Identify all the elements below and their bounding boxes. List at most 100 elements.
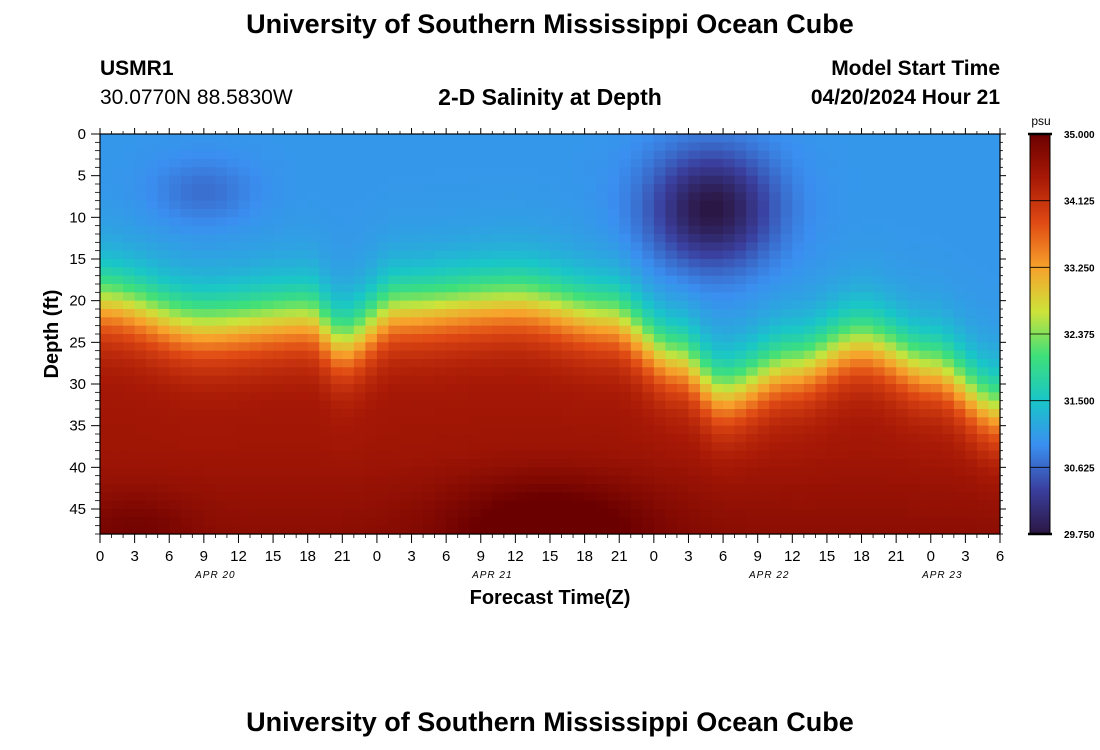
heatmap-cell [250,359,263,368]
heatmap-cell [965,242,978,252]
heatmap-cell [400,175,413,185]
heatmap-cell [711,259,724,268]
heatmap-cell [665,484,678,493]
heatmap-cell [307,359,320,368]
heatmap-cell [965,275,978,285]
heatmap-cell [919,425,932,435]
heatmap-cell [400,192,413,202]
heatmap-cell [353,300,366,310]
heatmap-cell [780,300,793,310]
heatmap-cell [896,467,909,477]
heatmap-cell [792,350,805,360]
heatmap-cell [134,450,147,460]
heatmap-cell [400,384,413,393]
heatmap-cell [792,375,805,385]
heatmap-cell [457,267,470,277]
heatmap-cell [815,234,828,243]
heatmap-cell [169,200,182,210]
heatmap-cell [676,242,690,252]
heatmap-cell [607,417,620,427]
heatmap-cell [642,175,655,185]
heatmap-cell [100,234,113,243]
heatmap-cell [411,192,424,202]
heatmap-cell [850,417,863,427]
heatmap-cell [573,359,586,368]
heatmap-cell [676,475,690,485]
heatmap-cell [584,375,597,385]
heatmap-cell [538,384,551,393]
heatmap-cell [446,434,459,443]
heatmap-cell [965,500,978,510]
colorbar: psu 35.00034.12533.25032.37531.50030.625… [1028,114,1095,541]
heatmap-cell [550,475,563,485]
heatmap-cell [942,150,955,160]
heatmap-cell [388,225,401,235]
heatmap-cell [284,359,297,368]
heatmap-cell [746,317,759,327]
heatmap-cell [988,367,1001,377]
heatmap-cell [457,284,470,293]
heatmap-cell [780,384,793,393]
heatmap-cell [123,375,136,385]
heatmap-cell [919,159,932,168]
heatmap-cell [676,434,690,443]
heatmap-cell [330,342,343,352]
heatmap-cell [342,225,355,235]
heatmap-cell [907,292,920,302]
heatmap-cell [423,325,436,335]
heatmap-cell [157,475,170,485]
heatmap-cell [861,450,874,460]
heatmap-cell [896,192,909,202]
heatmap-cell [838,434,851,443]
heatmap-cell [884,225,897,235]
heatmap-cell [573,200,586,210]
heatmap-cell [411,209,424,218]
heatmap-cell [896,475,909,485]
heatmap-cell [515,175,528,185]
heatmap-cell [457,142,470,152]
heatmap-cell [434,475,447,485]
heatmap-cell [988,484,1001,493]
heatmap-cell [930,525,943,535]
heatmap-cell [815,167,828,177]
heatmap-cell [423,167,436,177]
heatmap-cell [907,159,920,168]
heatmap-cell [942,442,955,452]
heatmap-cell [446,417,459,427]
heatmap-cell [711,450,724,460]
heatmap-cell [711,484,724,493]
heatmap-cell [815,350,828,360]
heatmap-cell [700,284,713,293]
heatmap-cell [619,525,632,535]
heatmap-cell [861,150,874,160]
heatmap-cell [469,359,482,368]
heatmap-cell [803,267,816,277]
heatmap-cell [538,342,551,352]
heatmap-cell [400,317,413,327]
heatmap-cell [492,525,505,535]
heatmap-cell [584,417,597,427]
heatmap-cell [180,484,193,493]
heatmap-cell [896,492,909,502]
heatmap-cell [111,234,124,243]
heatmap-cell [688,334,701,343]
heatmap-cell [838,417,851,427]
heatmap-cell [907,275,920,285]
heatmap-cell [573,250,586,260]
heatmap-cell [434,200,447,210]
heatmap-cell [884,509,897,518]
heatmap-cell [815,175,828,185]
heatmap-cell [861,334,874,343]
heatmap-cell [561,525,574,535]
heatmap-cell [376,225,390,235]
heatmap-cell [342,150,355,160]
heatmap-cell [400,434,413,443]
heatmap-cell [573,184,586,193]
heatmap-cell [365,167,378,177]
heatmap-cell [169,134,182,143]
heatmap-cell [873,192,886,202]
heatmap-cell [134,375,147,385]
heatmap-cell [676,517,690,527]
heatmap-cell [711,350,724,360]
heatmap-cell [157,234,170,243]
